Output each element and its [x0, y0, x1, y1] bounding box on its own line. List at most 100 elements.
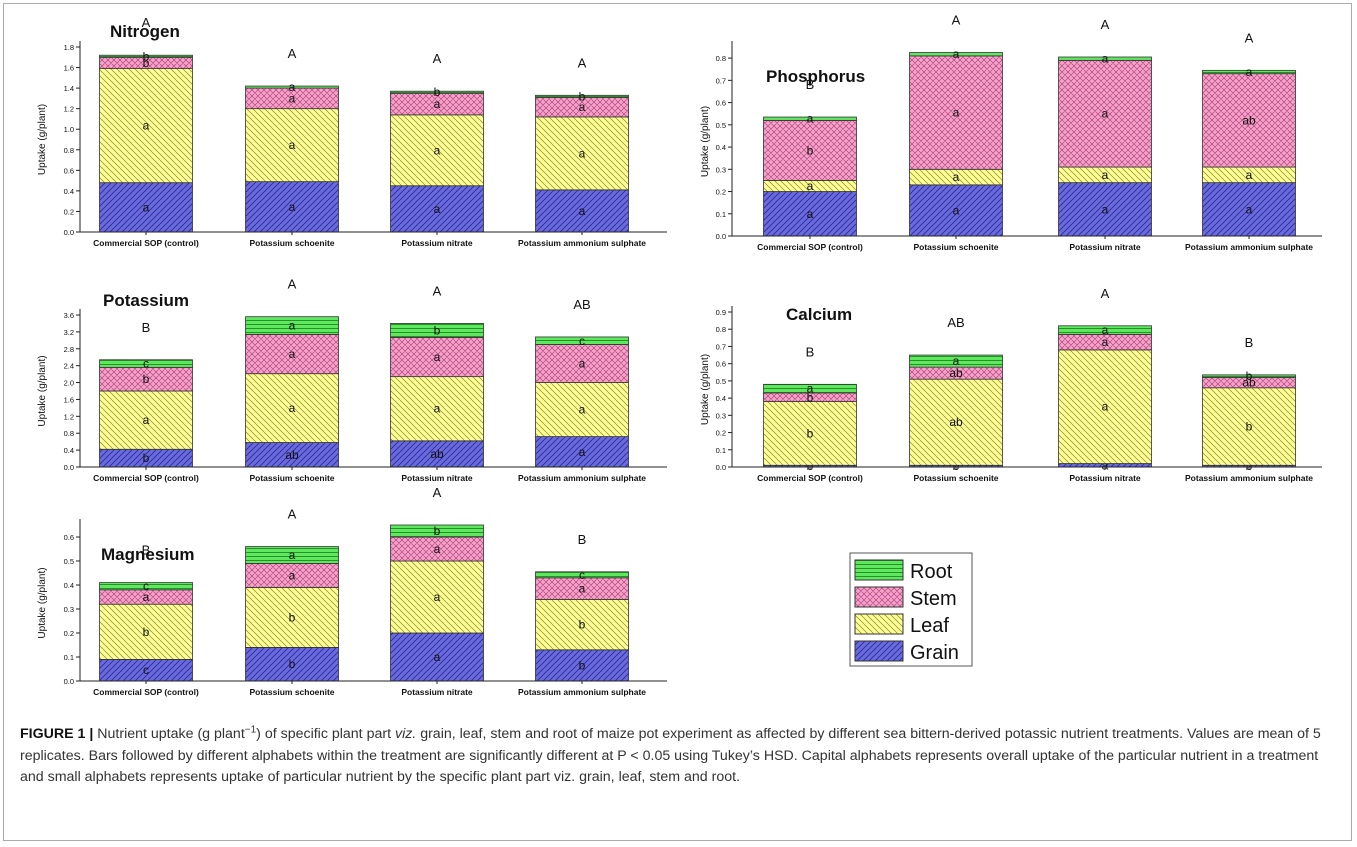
- chart-title: Magnesium: [101, 545, 195, 564]
- y-tick-label: 0.0: [64, 228, 74, 237]
- bar-leaf-2: [245, 108, 339, 183]
- total-significance-label: B: [142, 320, 151, 335]
- x-tick-label: Commercial SOP (control): [93, 473, 199, 483]
- y-tick-label: 3.6: [64, 311, 74, 320]
- y-tick-label: 0.4: [64, 187, 74, 196]
- x-tick-label: Potassium nitrate: [401, 238, 473, 248]
- y-tick-label: 0.4: [64, 446, 74, 455]
- segment-label-root: a: [807, 112, 814, 126]
- total-significance-label: A: [433, 485, 442, 500]
- bar-root-3: [390, 90, 484, 94]
- chart-title: Calcium: [786, 305, 852, 324]
- x-tick-label: Potassium nitrate: [1069, 473, 1141, 483]
- segment-label-root: b: [434, 323, 441, 337]
- bar-root-4: [1202, 374, 1296, 378]
- bar-grain-1: [99, 182, 193, 233]
- segment-label-root: a: [1246, 65, 1253, 79]
- legend: Root Stem Leaf Grain: [849, 552, 973, 667]
- caption-label: FIGURE 1 |: [20, 726, 94, 742]
- chart-magnesium: Magnesium Uptake (g/plant) 0.0 0.1 0.2 0.3 0.4…: [37, 485, 667, 697]
- segment-label-leaf: a: [579, 146, 586, 160]
- y-tick-label: 0.3: [716, 411, 726, 420]
- bar-grain-4: [535, 436, 629, 468]
- x-tick-label: Potassium nitrate: [1069, 242, 1141, 252]
- segment-label-stem: ab: [949, 366, 963, 380]
- legend-swatch-leaf: [854, 613, 904, 635]
- bar-leaf-3: [1058, 349, 1152, 464]
- bar-root-1: [99, 582, 193, 591]
- legend-label-stem: Stem: [910, 588, 957, 610]
- y-tick-label: 1.6: [64, 64, 74, 73]
- x-tick-label: Potassium nitrate: [401, 687, 473, 697]
- bar-stem-2: [909, 55, 1003, 170]
- segment-label-grain: c: [143, 663, 149, 677]
- y-tick-label: 0.8: [716, 54, 726, 63]
- bar-leaf-2: [245, 373, 339, 443]
- y-tick-label: 1.2: [64, 105, 74, 114]
- y-axis-label: Uptake (g/plant): [37, 104, 48, 175]
- total-significance-label: A: [433, 283, 442, 298]
- segment-label-grain: a: [434, 650, 441, 664]
- y-tick-label: 0.1: [716, 210, 726, 219]
- bar-root-3: [390, 323, 484, 338]
- total-significance-label: A: [433, 51, 442, 66]
- bar-grain-3: [390, 632, 484, 682]
- total-significance-label: B: [142, 543, 151, 558]
- bar-leaf-4: [535, 599, 629, 651]
- segment-label-grain: b: [289, 657, 296, 671]
- y-tick-label: 0.0: [64, 677, 74, 686]
- segment-label-stem: b: [143, 56, 150, 70]
- segment-label-grain: b: [143, 451, 150, 465]
- y-tick-label: 0.2: [64, 207, 74, 216]
- segment-label-stem: b: [143, 372, 150, 386]
- segment-label-leaf: a: [953, 170, 960, 184]
- segment-label-stem: a: [434, 97, 441, 111]
- chart-title: Potassium: [103, 291, 189, 310]
- bar-leaf-3: [390, 560, 484, 634]
- y-tick-label: 2.8: [64, 345, 74, 354]
- y-tick-label: 0.8: [716, 325, 726, 334]
- segment-label-stem: a: [289, 568, 296, 582]
- segment-label-grain: a: [143, 200, 150, 214]
- y-tick-label: 0.6: [716, 360, 726, 369]
- segment-label-stem: b: [807, 390, 814, 404]
- y-tick-label: 0.3: [716, 165, 726, 174]
- segment-label-leaf: a: [1102, 168, 1109, 182]
- y-axis-label: Uptake (g/plant): [37, 355, 48, 426]
- chart-title: Phosphorus: [766, 67, 865, 86]
- bar-stem-1: [763, 119, 857, 181]
- x-tick-label: Potassium schoenite: [249, 687, 334, 697]
- x-tick-label: Commercial SOP (control): [93, 238, 199, 248]
- bar-root-3: [390, 524, 484, 538]
- bar-grain-2: [909, 184, 1003, 237]
- total-significance-label: B: [806, 77, 815, 92]
- y-tick-label: 0.6: [64, 533, 74, 542]
- bar-root-1: [99, 54, 193, 58]
- bar-root-4: [535, 336, 629, 345]
- total-significance-label: A: [142, 15, 151, 30]
- segment-label-leaf: b: [1246, 420, 1253, 434]
- segment-label-root: b: [1246, 369, 1253, 383]
- y-tick-label: 0.2: [64, 629, 74, 638]
- x-tick-label: Potassium ammonium sulphate: [1185, 473, 1313, 483]
- segment-label-grain: a: [807, 207, 814, 221]
- segment-label-stem: a: [289, 347, 296, 361]
- bar-leaf-1: [99, 68, 193, 184]
- segment-label-stem: ab: [1242, 376, 1256, 390]
- segment-label-grain: a: [953, 203, 960, 217]
- caption-italic: viz.: [394, 726, 417, 742]
- segment-label-leaf: b: [143, 625, 150, 639]
- bar-grain-4: [535, 649, 629, 682]
- bar-leaf-4: [1202, 387, 1296, 466]
- x-tick-label: Potassium schoenite: [913, 473, 998, 483]
- y-tick-label: 0.5: [716, 377, 726, 386]
- x-tick-label: Potassium schoenite: [249, 238, 334, 248]
- y-tick-label: 1.6: [64, 395, 74, 404]
- bar-root-2: [245, 85, 339, 89]
- y-tick-label: 0.9: [716, 308, 726, 317]
- segment-label-leaf: a: [434, 143, 441, 157]
- caption-text-mid: ) of specific plant part: [256, 726, 395, 742]
- bar-grain-2: [245, 442, 339, 468]
- figure-frame: [3, 3, 1352, 841]
- segment-label-leaf: a: [579, 403, 586, 417]
